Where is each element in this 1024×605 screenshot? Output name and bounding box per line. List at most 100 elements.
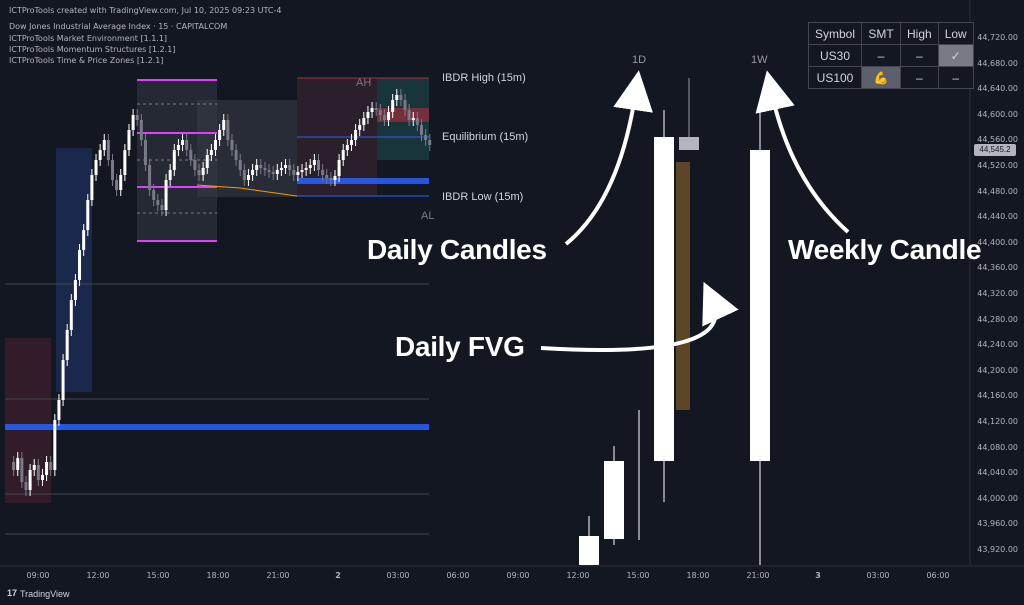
candle (98, 150, 102, 160)
price-axis-label: 44,320.00 (977, 289, 1018, 298)
candle (156, 200, 160, 205)
candle (329, 178, 333, 180)
candle (45, 462, 49, 475)
time-axis-label: 2 (335, 571, 341, 580)
candle (271, 172, 275, 174)
ah-label: AH (356, 77, 372, 89)
tradingview-logo-icon[interactable]: 17 (7, 588, 18, 598)
candle (164, 180, 168, 210)
price-axis-label: 44,120.00 (977, 417, 1018, 426)
time-axis-label: 03:00 (386, 571, 410, 580)
candle (337, 160, 341, 176)
candle (222, 120, 226, 130)
footer-bar: 17 TradingView (0, 584, 1024, 605)
smt-cell-smt: – (861, 44, 902, 67)
candle (176, 145, 180, 150)
price-axis-label: 44,680.00 (977, 58, 1018, 68)
indicator-1[interactable]: ICTProTools Market Environment [1.1.1] (9, 34, 168, 43)
price-axis-label: 44,040.00 (977, 468, 1018, 478)
candle (424, 135, 428, 140)
candle (65, 330, 69, 360)
candle (16, 458, 20, 470)
candle (12, 462, 16, 470)
smt-header-smt: SMT (861, 22, 902, 45)
time-axis-label: 12:00 (566, 571, 590, 580)
candle (382, 115, 386, 120)
time-axis-label: 15:00 (626, 571, 650, 580)
price-axis-label: 44,200.00 (977, 365, 1018, 375)
candle (403, 100, 407, 110)
daily-candle (654, 137, 674, 461)
price-axis-label: 44,280.00 (977, 314, 1018, 324)
candle (36, 465, 40, 480)
candle (387, 112, 391, 120)
candle (407, 110, 411, 120)
equilibrium-label: Equilibrium (15m) (442, 131, 529, 143)
daily-candle (604, 461, 624, 539)
indicator-3[interactable]: ICTProTools Time & Price Zones [1.2.1] (9, 56, 164, 65)
candle (197, 170, 201, 175)
candle (69, 300, 73, 330)
candle (185, 140, 189, 150)
last-price-tag: 44,545.2 (974, 144, 1016, 156)
candle (205, 155, 209, 168)
candle (152, 190, 156, 200)
price-axis-label: 43,920.00 (977, 545, 1018, 554)
daily-candles-annotation: Daily Candles (367, 234, 547, 265)
candle (106, 140, 110, 160)
candle (308, 165, 312, 168)
indicator-2[interactable]: ICTProTools Momentum Structures [1.2.1] (9, 45, 176, 54)
candle (374, 108, 378, 110)
candle (201, 168, 205, 175)
candle (148, 165, 152, 190)
price-axis-label: 44,160.00 (977, 391, 1018, 401)
blue-liquidity-zone-2 (297, 178, 429, 184)
weekly-candle (750, 150, 770, 461)
weekly-candle-group (750, 112, 770, 565)
candle (300, 170, 304, 172)
candle (238, 160, 242, 170)
candle (395, 95, 399, 100)
candle (349, 140, 353, 145)
time-axis-label: 3 (815, 571, 821, 580)
candle (226, 120, 230, 140)
timeframe-1w-label: 1W (751, 54, 768, 66)
smt-cell-symbol: US100 (807, 66, 863, 89)
smt-cell-symbol: US30 (807, 44, 863, 67)
arrow-daily (564, 70, 653, 246)
candle (263, 168, 267, 170)
time-axis-label: 09:00 (26, 571, 50, 580)
candle (391, 100, 395, 112)
candle (214, 140, 217, 150)
candle (49, 462, 53, 470)
candle (131, 115, 135, 130)
time-axis-label: 06:00 (446, 571, 470, 580)
candle (28, 470, 32, 490)
al-label: AL (421, 210, 435, 222)
price-axis-label: 44,600.00 (977, 109, 1018, 119)
smt-cell-high: – (900, 44, 939, 67)
candle (288, 165, 292, 170)
daily-candle-current (679, 137, 699, 150)
candle (304, 168, 308, 170)
candle (20, 458, 24, 482)
candle (411, 118, 415, 120)
candle (292, 170, 296, 175)
time-axis-label: 21:00 (266, 571, 290, 580)
symbol-title[interactable]: Dow Jones Industrial Average Index · 15 … (9, 22, 228, 31)
candle (94, 160, 98, 175)
footer-brand[interactable]: TradingView (20, 589, 70, 599)
candle (321, 170, 325, 175)
arrow-fvg (540, 281, 739, 352)
trend-line (196, 184, 298, 197)
candle (57, 400, 61, 420)
candle (415, 118, 419, 125)
candle (135, 115, 139, 120)
candle (284, 165, 288, 168)
candle (259, 165, 263, 168)
price-axis-label: 44,520.00 (977, 161, 1018, 170)
candle (123, 150, 127, 175)
session-zone-blue (56, 148, 92, 392)
candle (209, 150, 213, 155)
